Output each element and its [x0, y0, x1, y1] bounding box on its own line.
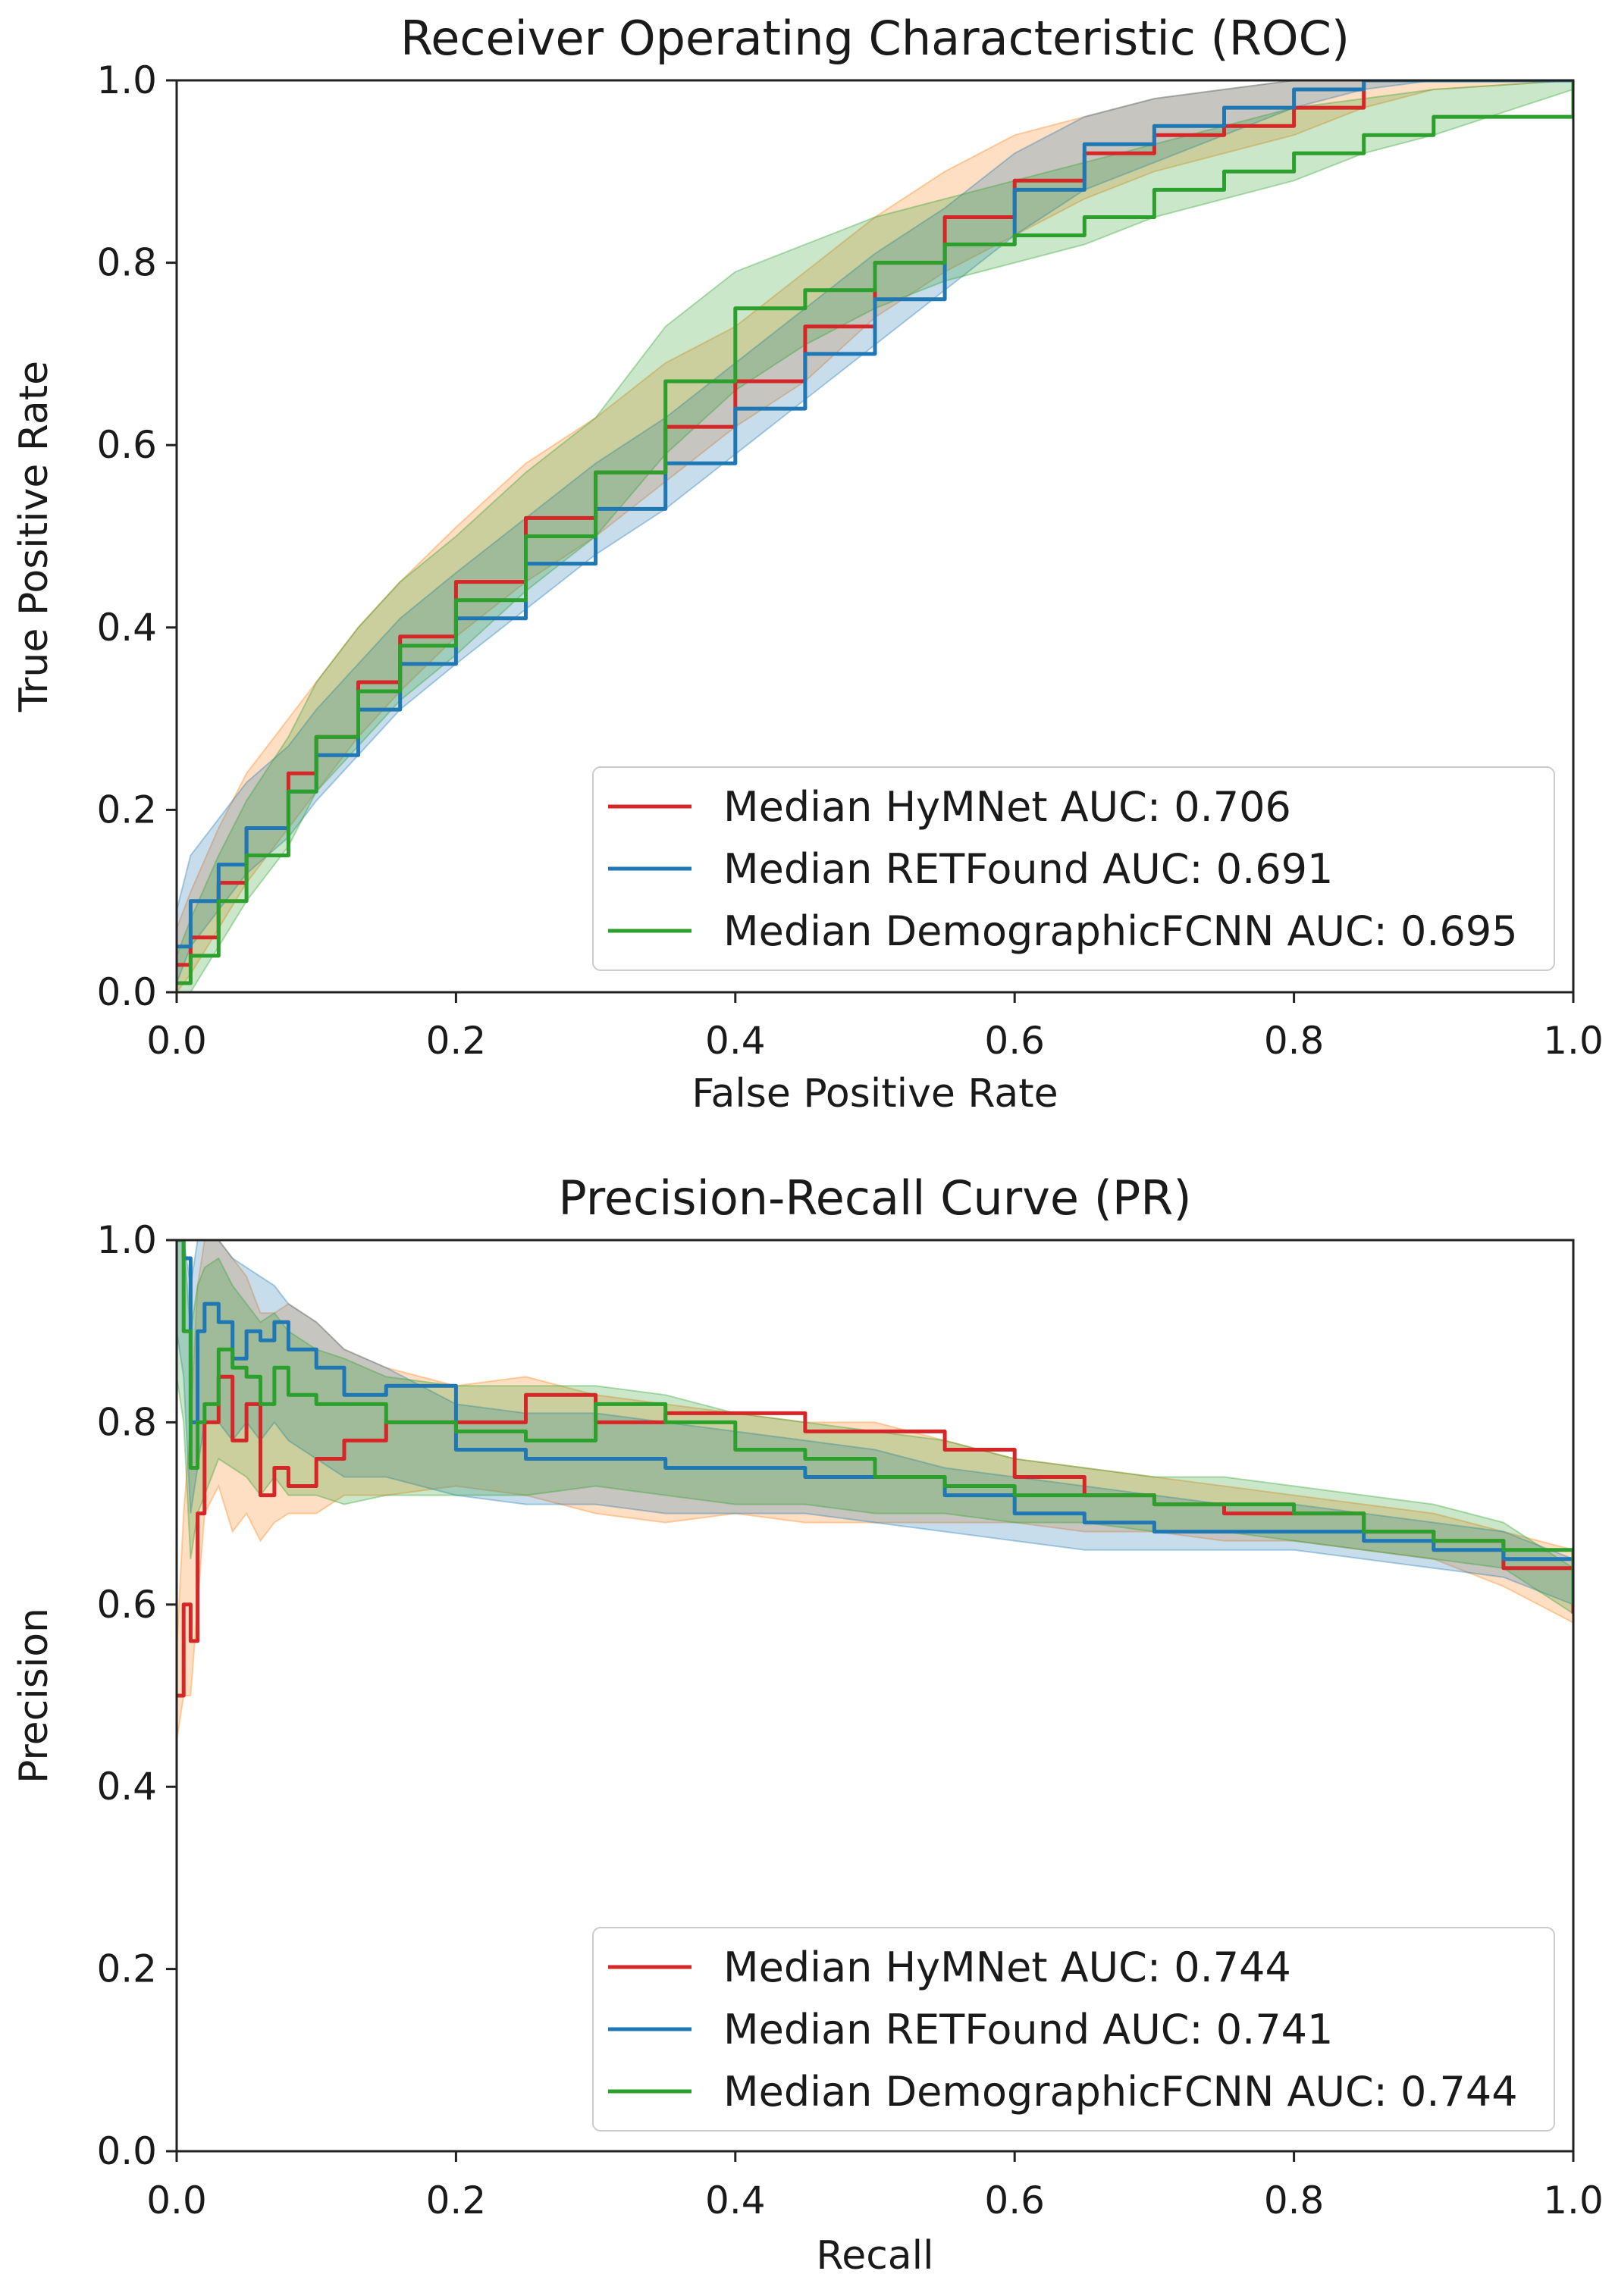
pr-x-tick-label: 0.6	[984, 2179, 1045, 2222]
roc-legend-label-0: Median HyMNet AUC: 0.706	[723, 783, 1291, 831]
pr-x-tick-label: 0.4	[705, 2179, 766, 2222]
pr-plot-area	[177, 1240, 1573, 1742]
pr-legend-label-1: Median RETFound AUC: 0.741	[723, 2006, 1333, 2053]
pr-y-tick-label: 0.4	[96, 1765, 157, 1809]
pr-x-tick-label: 0.0	[146, 2179, 207, 2222]
roc-y-tick-label: 0.2	[96, 788, 157, 832]
pr-y-tick-label: 1.0	[96, 1218, 157, 1262]
pr-x-tick-label: 0.8	[1264, 2179, 1325, 2222]
roc-x-tick-label: 0.2	[426, 1019, 487, 1063]
roc-chart-title: Receiver Operating Characteristic (ROC)	[400, 11, 1350, 66]
roc-chart-panel: Receiver Operating Characteristic (ROC) 0…	[11, 11, 1604, 1117]
roc-legend-box	[592, 766, 1555, 971]
pr-legend-box	[592, 1927, 1555, 2132]
pr-series-line-2	[177, 1240, 1573, 1605]
pr-legend-label-2: Median DemographicFCNN AUC: 0.744	[723, 2068, 1518, 2116]
pr-axes-frame	[175, 1239, 1575, 2153]
roc-y-tick-label: 1.0	[96, 58, 157, 102]
roc-legend: Median HyMNet AUC: 0.706 Median RETFound …	[592, 766, 1555, 971]
roc-plot-area	[177, 80, 1573, 992]
roc-axes-frame	[175, 79, 1575, 994]
pr-legend-label-0: Median HyMNet AUC: 0.744	[723, 1944, 1291, 1991]
pr-series-line-0	[177, 1374, 1573, 1698]
pr-y-tick-label: 0.2	[96, 1947, 157, 1991]
pr-x-tick-label: 0.2	[426, 2179, 487, 2222]
pr-legend: Median HyMNet AUC: 0.744 Median RETFound …	[592, 1927, 1555, 2132]
pr-y-axis-label: Precision	[11, 1608, 57, 1784]
roc-legend-label-2: Median DemographicFCNN AUC: 0.695	[723, 907, 1518, 955]
pr-x-tick-label: 1.0	[1543, 2179, 1604, 2222]
pr-chart-panel: Precision-Recall Curve (PR) 0.0 0.2 0.4 0.6 0…	[11, 1170, 1604, 2279]
pr-y-tick-label: 0.0	[96, 2129, 157, 2173]
roc-x-axis-label: False Positive Rate	[691, 1071, 1058, 1117]
pr-chart-title: Precision-Recall Curve (PR)	[558, 1170, 1191, 1226]
roc-x-tick-label: 0.4	[705, 1019, 766, 1063]
pr-band-0	[177, 1240, 1573, 1742]
roc-y-tick-label: 0.6	[96, 423, 157, 467]
roc-y-tick-label: 0.8	[96, 241, 157, 285]
roc-x-tick-label: 0.8	[1264, 1019, 1325, 1063]
roc-x-tick-label: 0.0	[146, 1019, 207, 1063]
roc-series-line-2	[177, 80, 1573, 985]
pr-band-2	[177, 1240, 1573, 1615]
roc-x-tick-label: 1.0	[1543, 1019, 1604, 1063]
pr-y-tick-label: 0.8	[96, 1400, 157, 1444]
roc-legend-label-1: Median RETFound AUC: 0.691	[723, 845, 1333, 893]
pr-x-axis-label: Recall	[816, 2233, 933, 2279]
pr-y-tick-label: 0.6	[96, 1583, 157, 1627]
roc-y-tick-label: 0.4	[96, 606, 157, 650]
roc-y-axis-label: True Positive Rate	[11, 361, 57, 713]
pr-series-line-1	[177, 1240, 1573, 1587]
roc-y-tick-label: 0.0	[96, 970, 157, 1014]
roc-x-tick-label: 0.6	[984, 1019, 1045, 1063]
